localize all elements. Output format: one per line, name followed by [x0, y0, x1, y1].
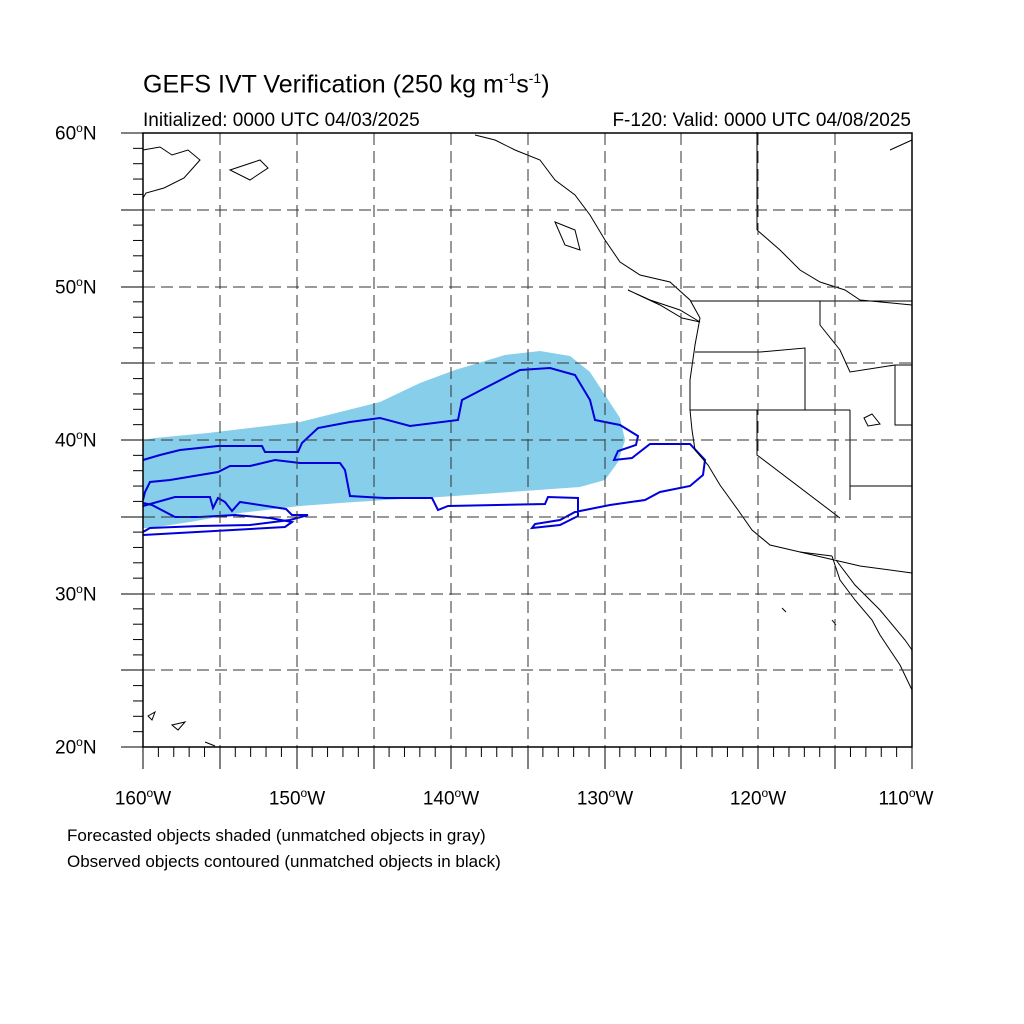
- initialized-time: Initialized: 0000 UTC 04/03/2025: [143, 110, 420, 131]
- coastline-west-us: [689, 317, 833, 557]
- political-boundaries: [690, 132, 913, 574]
- lon-label-140: 140oW: [422, 786, 480, 810]
- coastline-alaska: [142, 146, 201, 199]
- boundary-id-mt: [819, 301, 896, 373]
- forecast-legend-note: Forecasted objects shaded (unmatched obj…: [67, 826, 486, 845]
- coastline-bc-islands: [554, 221, 581, 251]
- boundary-us-mexico: [799, 551, 913, 574]
- observed-contour-main: [142, 366, 707, 530]
- lon-label-120: 120oW: [729, 786, 787, 810]
- coastline-hawaii: [147, 710, 216, 747]
- observed-contour-south: [142, 502, 295, 536]
- lat-label-50: 50oN: [55, 275, 97, 299]
- observed-legend-note: Observed objects contoured (unmatched ob…: [67, 852, 501, 871]
- minor-tick-marks: [133, 147, 898, 757]
- coastline-hudson-hint: [889, 139, 913, 151]
- lon-label-150: 150oW: [268, 786, 326, 810]
- boundary-wy: [894, 364, 912, 426]
- coastline-canada-north: [756, 229, 913, 306]
- observed-ivt-contours: [142, 366, 707, 536]
- lon-label-160: 160oW: [114, 786, 172, 810]
- tick-marks: [121, 132, 913, 769]
- coastline-great-salt-lake: [863, 413, 881, 427]
- boundary-ca-nv: [756, 410, 841, 519]
- lat-label-20: 20oN: [55, 735, 97, 759]
- lat-label-60: 60oN: [55, 121, 97, 145]
- lat-label-40: 40oN: [55, 428, 97, 452]
- coastline-baja: [831, 555, 913, 691]
- lon-label-130: 130oW: [576, 786, 634, 810]
- coastline-vancouver-island: [627, 289, 701, 323]
- lat-label-30: 30oN: [55, 582, 97, 606]
- coastline-alaska-islands: [228, 159, 269, 181]
- coastline-gulf-california: [835, 559, 913, 651]
- lon-label-110: 110oW: [878, 786, 934, 810]
- valid-time: F-120: Valid: 0000 UTC 04/08/2025: [612, 110, 911, 131]
- gridlines: [143, 133, 912, 747]
- chart-title: GEFS IVT Verification (250 kg m-1s-1): [143, 70, 550, 99]
- coastline-gulf-alaska: [474, 134, 701, 319]
- observed-contour-inner: [142, 496, 309, 533]
- coastline-channel-islands: [781, 607, 837, 626]
- boundary-or-wa: [695, 347, 806, 410]
- coastlines: [142, 134, 913, 747]
